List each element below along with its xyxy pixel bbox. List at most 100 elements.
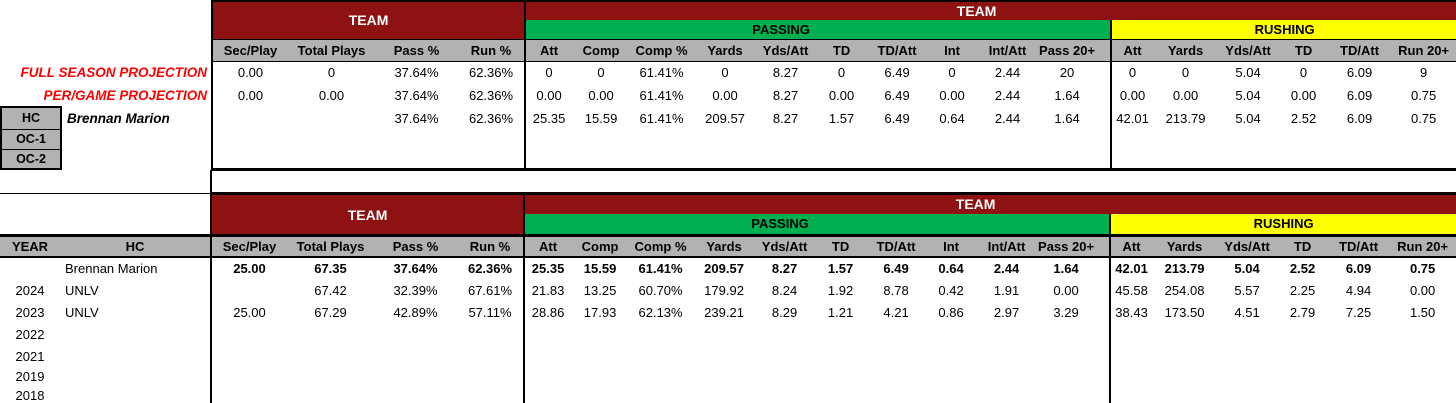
empty-cell[interactable] [1109,323,1456,346]
header-rush-td[interactable]: TD [1277,234,1329,258]
stat-cell[interactable]: 4.94 [1345,283,1372,298]
stat-cell[interactable]: 0 [1299,65,1308,81]
empty-cell[interactable] [210,129,526,149]
stat-cell[interactable]: 6.09 [1346,88,1373,103]
staff-label-oc2[interactable]: OC-2 [0,149,62,170]
stat-cell[interactable]: 67.61% [467,283,513,298]
header-pass-int[interactable]: Int [924,234,979,258]
header-pass-20plus[interactable]: Pass 20+ [1035,234,1111,258]
stat-cell[interactable]: 45.58 [1109,279,1153,302]
header-rush-yds-att[interactable]: Yds/Att [1218,38,1279,62]
stat-cell[interactable]: 0 [721,65,729,81]
passing-section-header[interactable]: PASSING [523,213,1036,236]
stat-cell[interactable]: 213.79 [1164,261,1205,276]
stat-cell[interactable]: 67.42 [314,283,347,298]
header-rush-yds-att[interactable]: Yds/Att [1217,234,1278,258]
year-cell[interactable] [0,257,60,280]
header-pass-comp[interactable]: Comp [572,38,631,62]
stat-cell[interactable]: 2.52 [1289,261,1316,276]
stat-cell[interactable]: 8.27 [771,261,798,276]
stat-cell[interactable]: 2.44 [993,261,1020,276]
empty-cell[interactable] [524,149,1112,171]
stat-cell[interactable]: 28.86 [523,301,572,324]
coach-name[interactable]: Brennan Marion [67,110,170,126]
empty-cell[interactable] [209,345,525,367]
stat-cell[interactable]: 0.00 [318,88,345,103]
stat-cell[interactable]: 9 [1420,65,1428,81]
stat-cell[interactable] [210,279,287,302]
header-pass-yds-att[interactable]: Yds/Att [756,234,814,258]
stat-cell[interactable]: 254.08 [1164,283,1205,298]
staff-label-oc1[interactable]: OC-1 [0,129,62,150]
header-pass-td-att[interactable]: TD/Att [869,38,926,62]
hc-cell[interactable]: UNLV [65,283,99,298]
stat-cell[interactable]: 2.79 [1289,305,1316,320]
stat-cell[interactable]: 3.29 [1053,305,1079,320]
stat-cell[interactable]: 5.04 [1235,65,1261,81]
stat-cell[interactable]: 0.00 [1110,84,1154,107]
header-rush-att[interactable]: Att [1110,38,1154,62]
stat-cell[interactable]: 7.25 [1345,305,1372,320]
stat-cell[interactable]: 6.49 [884,110,910,126]
stat-cell[interactable]: 1.21 [827,305,854,320]
stat-cell[interactable]: 15.59 [584,110,618,126]
stat-cell[interactable]: 61.41% [638,261,683,276]
stat-cell[interactable]: 209.57 [705,110,745,126]
stat-cell[interactable]: 1.91 [993,283,1020,298]
stat-cell[interactable]: 60.70% [638,283,683,298]
stat-cell[interactable]: 0.42 [938,283,964,298]
header-rush-20plus[interactable]: Run 20+ [1390,38,1456,62]
stat-cell[interactable]: 6.09 [1346,110,1373,126]
header-pass-yards[interactable]: Yards [692,234,757,258]
stat-cell[interactable]: 21.83 [523,279,572,302]
passing-section-header[interactable]: PASSING [524,20,1037,39]
header-rush-yards[interactable]: Yards [1153,38,1219,62]
staff-label-hc[interactable]: HC [0,106,62,130]
team-section-header[interactable]: TEAM [523,192,1456,214]
team-section-header[interactable]: TEAM [524,0,1456,20]
stat-cell[interactable]: 1.57 [828,110,855,126]
stat-cell[interactable]: 239.21 [704,305,744,320]
team-section-header[interactable]: TEAM [209,192,525,236]
stat-cell[interactable]: 5.04 [1235,88,1261,103]
stat-cell[interactable]: 62.36% [468,88,514,103]
stat-cell[interactable]: 1.64 [1054,110,1080,126]
header-hc[interactable]: HC [60,234,211,258]
stat-cell[interactable]: 32.39% [393,283,438,298]
stat-cell[interactable]: 0.64 [939,110,965,126]
stat-cell[interactable]: 25.35 [523,256,572,280]
hc-cell[interactable]: UNLV [65,305,99,320]
stat-cell[interactable]: 6.09 [1346,65,1373,81]
stat-cell[interactable]: 62.36% [468,65,514,81]
stat-cell[interactable]: 0 [524,61,573,84]
stat-cell[interactable]: 61.41% [639,88,684,103]
stat-cell[interactable]: 17.93 [583,305,617,320]
stat-cell[interactable]: 2.44 [994,65,1021,81]
header-pass-20plus[interactable]: Pass 20+ [1036,38,1112,62]
stat-cell[interactable]: 209.57 [704,261,744,276]
stat-cell[interactable]: 4.51 [1234,305,1260,320]
empty-cell[interactable] [523,386,1111,403]
stat-cell[interactable]: 25.35 [524,107,573,129]
stat-cell[interactable]: 0.00 [1053,283,1079,298]
stat-cell[interactable]: 8.78 [883,283,909,298]
stat-cell[interactable]: 0.00 [211,84,288,107]
stat-cell[interactable]: 0.64 [938,261,964,276]
header-sec-play[interactable]: Sec/Play [211,38,288,62]
stat-cell[interactable]: 0 [837,65,846,81]
header-pass-comp-pct[interactable]: Comp % [630,38,694,62]
stat-cell[interactable]: 1.64 [1054,88,1080,103]
stat-cell[interactable]: 5.57 [1234,283,1260,298]
empty-cell[interactable] [209,323,525,346]
header-rush-att[interactable]: Att [1109,234,1153,258]
empty-cell[interactable] [210,149,526,171]
hc-cell[interactable]: Brennan Marion [65,261,158,276]
header-pass-int-att[interactable]: Int/Att [978,234,1036,258]
stat-cell[interactable]: 6.49 [884,88,910,103]
stat-cell[interactable]: 0 [1110,61,1154,84]
stat-cell[interactable]: 1.57 [827,261,854,276]
stat-cell[interactable]: 0.00 [1290,88,1317,103]
stat-cell[interactable]: 1.50 [1409,305,1436,320]
stat-cell[interactable]: 0 [327,65,336,81]
header-pass-int-att[interactable]: Int/Att [979,38,1037,62]
